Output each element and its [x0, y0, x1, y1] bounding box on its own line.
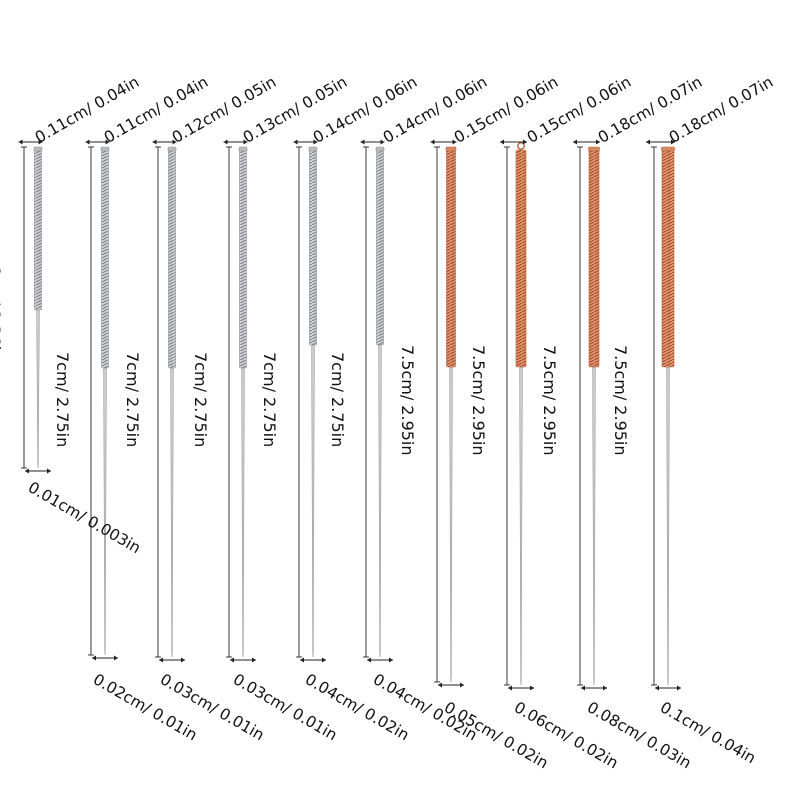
needle-length-label: 7cm/ 2.75in [191, 352, 210, 448]
tip-diameter-dimension-arrow-left [159, 657, 163, 663]
handle-diameter-dimension-arrow-left [152, 139, 157, 145]
tip-diameter-dimension-arrow-right [322, 657, 326, 663]
tip-diameter-dimension-arrow-left [367, 657, 371, 663]
handle-diameter-dimension-arrow-right [243, 139, 248, 145]
tip-diameter-dimension-arrow-left [581, 685, 585, 691]
tip-diameter-dimension-arrow-left [230, 657, 234, 663]
needles-layer [18, 139, 681, 691]
handle-diameter-dimension-arrow-left [18, 139, 23, 145]
tip-diameter-dimension-arrow-left [508, 685, 512, 691]
needle-length-label: 6cm/ 2.36in [0, 265, 4, 361]
needle-length-label: 7.5cm/ 2.95in [540, 345, 559, 456]
handle-cap [238, 146, 248, 152]
handle-diameter-dimension-arrow-left [223, 139, 228, 145]
handle-diameter-dimension-arrow-left [360, 139, 365, 145]
copper-coil-handle [661, 149, 675, 368]
needle-shaft [311, 344, 315, 658]
handle-diameter-dimension-arrow-right [38, 139, 43, 145]
handle-diameter-dimension-arrow-right [105, 139, 110, 145]
copper-coil-handle [446, 149, 456, 368]
handle-diameter-dimension-arrow-left [430, 139, 435, 145]
tip-diameter-dimension-arrow-left [25, 468, 29, 474]
needle-shaft [103, 367, 107, 656]
handle-diameter-dimension-arrow-left [573, 139, 577, 145]
needle-length-label: 7.5cm/ 2.95in [398, 345, 417, 456]
handle-cap [33, 146, 43, 152]
tip-diameter-dimension-arrow-right [47, 468, 51, 474]
needle-length-label: 7cm/ 2.75in [328, 352, 347, 448]
handle-cap [445, 146, 457, 152]
handle-diameter-dimension-arrow-right [380, 139, 385, 145]
tip-diameter-dimension-arrow-left [300, 657, 304, 663]
tip-diameter-dimension-arrow-left [438, 682, 442, 688]
needle-shaft [592, 366, 596, 686]
handle-cap [661, 146, 675, 152]
handle-diameter-dimension-arrow-right [172, 139, 177, 145]
handle-diameter-dimension-arrow-left [85, 139, 90, 145]
needle-shaft [36, 309, 40, 469]
handle-cap [375, 146, 385, 152]
handle-diameter-dimension-arrow-right [671, 139, 675, 145]
needle-shaft [519, 366, 523, 686]
tip-diameter-dimension-arrow-left [655, 685, 659, 691]
needle-length-label: 7cm/ 2.75in [260, 352, 279, 448]
tip-diameter-dimension-arrow-right [677, 685, 681, 691]
needle-shaft [449, 366, 453, 683]
handle-diameter-dimension-arrow-left [646, 139, 650, 145]
handle-diameter-dimension-arrow-right [452, 139, 457, 145]
copper-coil-handle [588, 149, 600, 368]
tip-diameter-dimension-arrow-right [603, 685, 607, 691]
needle-length-label: 7.5cm/ 2.95in [469, 345, 488, 456]
steel-coil-handle [34, 149, 42, 311]
handle-loop [517, 142, 525, 150]
handle-diameter-dimension-arrow-right [523, 139, 527, 145]
needle-length-label: 7.5cm/ 2.95in [611, 345, 630, 456]
handle-cap [167, 146, 177, 152]
tip-diameter-dimension-arrow-right [181, 657, 185, 663]
tip-diameter-dimension-arrow-right [114, 655, 118, 661]
handle-diameter-dimension-arrow-left [293, 139, 298, 145]
steel-coil-handle [101, 149, 109, 369]
steel-coil-handle [376, 149, 384, 346]
steel-coil-handle [309, 149, 317, 346]
steel-coil-handle [239, 149, 247, 369]
needle-shaft [666, 366, 670, 686]
copper-coil-handle [515, 149, 527, 368]
tip-diameter-dimension-arrow-left [92, 655, 96, 661]
tip-diameter-dimension-arrow-right [530, 685, 534, 691]
needle-length-label: 7cm/ 2.75in [123, 352, 142, 448]
handle-diameter-dimension-arrow-left [500, 139, 504, 145]
needle-length-label: 7cm/ 2.75in [53, 352, 72, 448]
handle-diameter-dimension-arrow-right [313, 139, 318, 145]
steel-coil-handle [168, 149, 176, 369]
handle-diameter-dimension-arrow-right [596, 139, 600, 145]
handle-cap [100, 146, 110, 152]
tip-diameter-dimension-arrow-right [252, 657, 256, 663]
needle-shaft [378, 344, 382, 658]
handle-cap [588, 146, 600, 152]
needle-shaft [170, 367, 174, 658]
tip-diameter-dimension-arrow-right [389, 657, 393, 663]
needle-shaft [241, 367, 245, 658]
tip-diameter-dimension-arrow-right [460, 682, 464, 688]
handle-cap [308, 146, 318, 152]
